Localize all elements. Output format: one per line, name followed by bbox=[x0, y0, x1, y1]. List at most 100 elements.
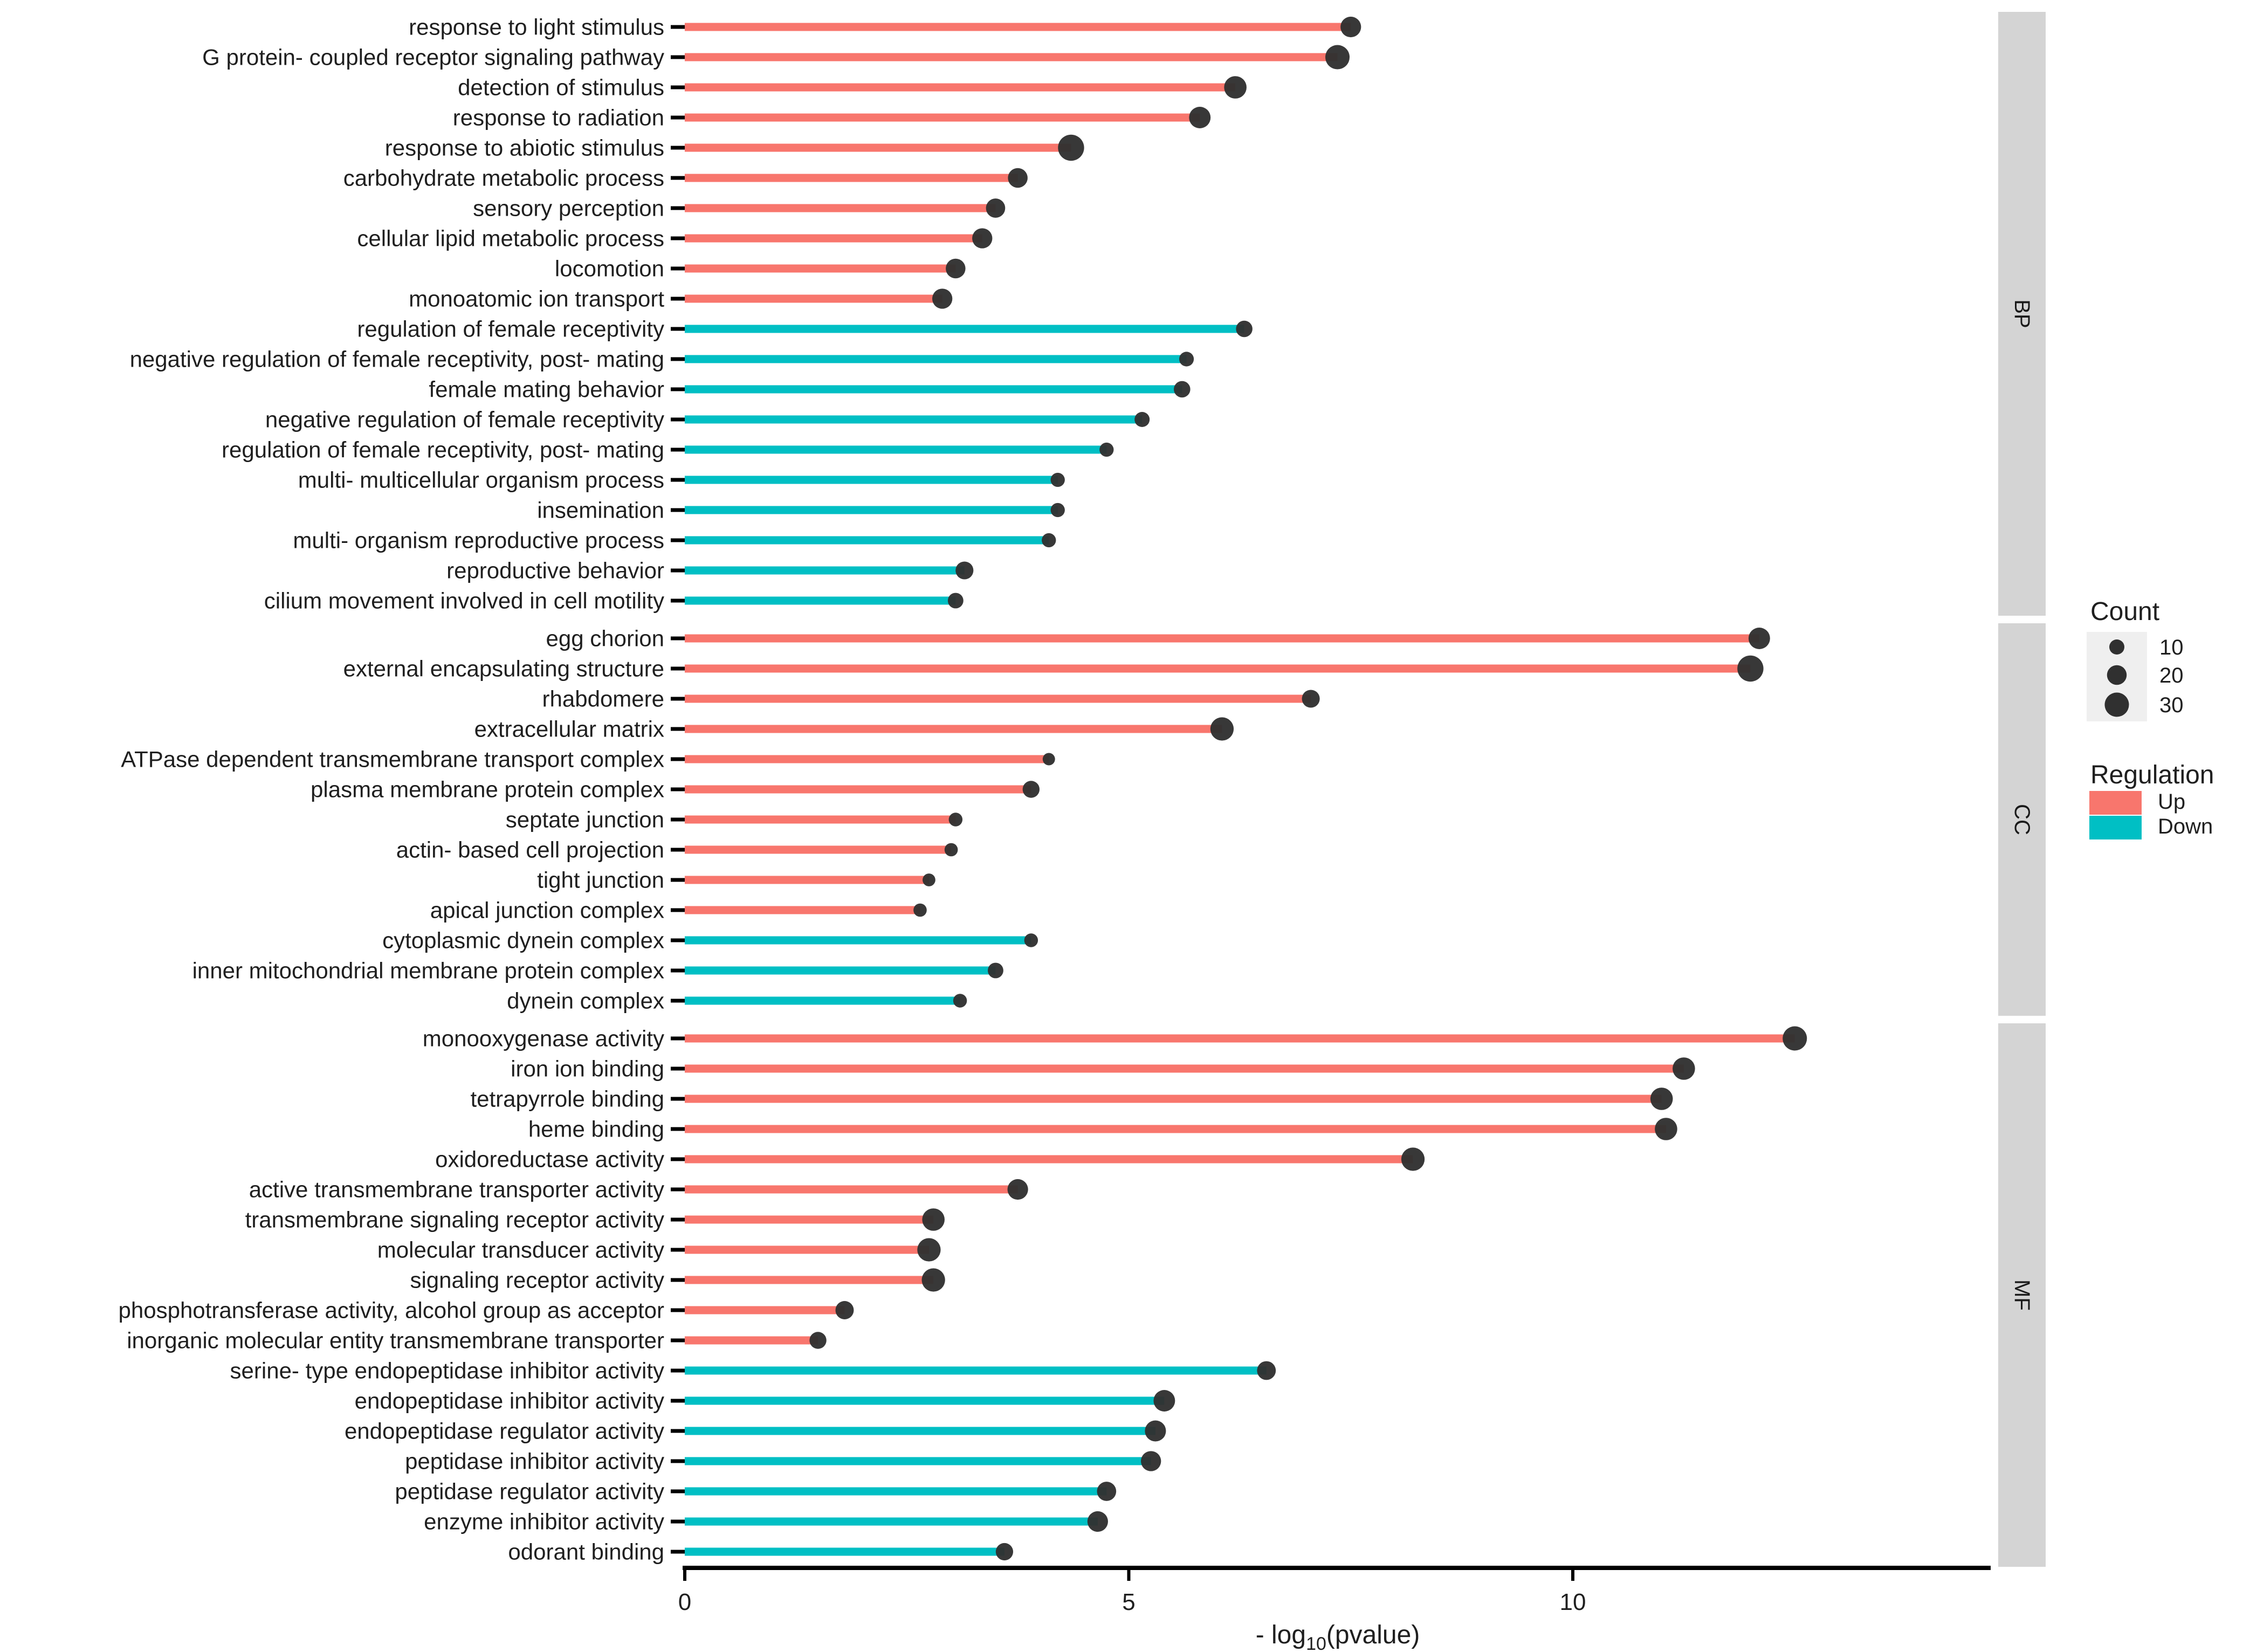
lollipop-stick bbox=[685, 966, 996, 975]
lollipop-dot bbox=[1174, 381, 1191, 398]
x-tick bbox=[1127, 1570, 1131, 1581]
category-label: monooxygenase activity bbox=[423, 1026, 664, 1051]
lollipop-dot bbox=[1008, 168, 1028, 188]
facet-strip-label: BP bbox=[2010, 299, 2034, 328]
category-label: signaling receptor activity bbox=[410, 1268, 664, 1293]
facet-strip-label: CC bbox=[2010, 804, 2034, 835]
lollipop-row: endopeptidase inhibitor activity bbox=[355, 1388, 1175, 1414]
lollipop-row: G protein- coupled receptor signaling pa… bbox=[202, 45, 1350, 70]
lollipop-stick bbox=[685, 174, 1018, 182]
lollipop-row: transmembrane signaling receptor activit… bbox=[245, 1207, 945, 1233]
lollipop-row: active transmembrane transporter activit… bbox=[249, 1177, 1028, 1202]
lollipop-dot bbox=[955, 561, 974, 580]
lollipop-row: monoatomic ion transport bbox=[409, 286, 953, 312]
category-label: insemination bbox=[537, 498, 664, 523]
lollipop-row: iron ion binding bbox=[511, 1056, 1695, 1082]
y-tick bbox=[671, 25, 685, 29]
lollipop-row: serine- type endopeptidase inhibitor act… bbox=[230, 1358, 1276, 1383]
category-label: ATPase dependent transmembrane transport… bbox=[121, 747, 664, 772]
lollipop-dot bbox=[1050, 503, 1065, 518]
legend-swatch-down bbox=[2089, 816, 2142, 839]
y-tick bbox=[671, 146, 685, 150]
category-label: reproductive behavior bbox=[446, 558, 664, 583]
y-tick bbox=[671, 1097, 685, 1101]
category-label: locomotion bbox=[555, 256, 664, 281]
category-label: inorganic molecular entity transmembrane… bbox=[127, 1328, 664, 1353]
lollipop-dot bbox=[913, 903, 927, 917]
lollipop-stick bbox=[685, 294, 942, 303]
lollipop-dot bbox=[1099, 442, 1114, 457]
lollipop-dot bbox=[1340, 16, 1361, 38]
lollipop-stick bbox=[685, 1547, 1004, 1556]
lollipop-row: regulation of female receptivity bbox=[357, 316, 1253, 342]
category-label: apical junction complex bbox=[430, 898, 664, 923]
lollipop-dot bbox=[986, 198, 1006, 218]
lollipop-stick bbox=[685, 113, 1200, 122]
legend-regulation-title: Regulation bbox=[2090, 761, 2214, 789]
category-label: negative regulation of female receptivit… bbox=[130, 347, 664, 372]
lollipop-row: apical junction complex bbox=[430, 898, 927, 923]
category-label: extracellular matrix bbox=[474, 717, 664, 742]
lollipop-row: external encapsulating structure bbox=[343, 655, 1764, 682]
lollipop-dot bbox=[1024, 933, 1038, 947]
category-label: negative regulation of female receptivit… bbox=[265, 407, 664, 432]
lollipop-stick bbox=[685, 694, 1311, 703]
facet-strip-label: MF bbox=[2010, 1279, 2034, 1311]
lollipop-stick bbox=[685, 1125, 1666, 1133]
lollipop-dot bbox=[1737, 655, 1764, 682]
lollipop-dot bbox=[932, 288, 953, 309]
category-label: iron ion binding bbox=[511, 1056, 664, 1082]
panels-layer: response to light stimulus G protein- cou… bbox=[119, 15, 1807, 1565]
lollipop-stick bbox=[685, 476, 1058, 484]
lollipop-row: multi- organism reproductive process bbox=[293, 528, 1056, 553]
y-tick bbox=[671, 697, 685, 701]
lollipop-dot bbox=[1257, 1361, 1276, 1380]
lollipop-stick bbox=[685, 936, 1031, 945]
lollipop-stick bbox=[685, 906, 920, 914]
y-tick bbox=[671, 1127, 685, 1131]
lollipop-stick bbox=[685, 1427, 1155, 1435]
lollipop-row: negative regulation of female receptivit… bbox=[130, 347, 1194, 372]
y-tick bbox=[671, 448, 685, 452]
y-tick bbox=[671, 417, 685, 422]
y-tick bbox=[671, 297, 685, 301]
lollipop-dot bbox=[1325, 45, 1350, 70]
lollipop-dot bbox=[944, 843, 958, 857]
lollipop-stick bbox=[685, 1457, 1151, 1465]
lollipop-stick bbox=[685, 1034, 1795, 1043]
lollipop-dot bbox=[1087, 1511, 1108, 1532]
y-tick bbox=[671, 908, 685, 912]
category-label: endopeptidase regulator activity bbox=[345, 1419, 664, 1444]
y-tick bbox=[671, 1187, 685, 1192]
category-label: female mating behavior bbox=[429, 377, 664, 402]
category-label: enzyme inhibitor activity bbox=[424, 1509, 664, 1534]
lollipop-dot bbox=[1179, 352, 1194, 367]
lollipop-stick bbox=[685, 1095, 1662, 1103]
y-tick bbox=[671, 999, 685, 1003]
lollipop-stick bbox=[685, 325, 1244, 333]
category-label: actin- based cell projection bbox=[396, 837, 664, 863]
y-tick bbox=[671, 236, 685, 240]
y-tick bbox=[671, 666, 685, 671]
y-tick bbox=[671, 538, 685, 542]
lollipop-row: regulation of female receptivity, post- … bbox=[222, 437, 1114, 463]
lollipop-row: molecular transducer activity bbox=[377, 1237, 941, 1263]
y-tick bbox=[671, 1217, 685, 1222]
facet-strip bbox=[1998, 623, 2046, 1016]
lollipop-row: sensory perception bbox=[473, 196, 1006, 221]
lollipop-row: insemination bbox=[537, 498, 1065, 523]
lollipop-dot bbox=[988, 962, 1003, 979]
lollipop-stick bbox=[685, 415, 1143, 424]
lollipop-stick bbox=[685, 143, 1071, 152]
lollipop-row: multi- multicellular organism process bbox=[298, 467, 1065, 493]
y-tick bbox=[671, 968, 685, 973]
category-label: G protein- coupled receptor signaling pa… bbox=[202, 45, 664, 70]
category-label: monoatomic ion transport bbox=[409, 286, 664, 312]
lollipop-row: odorant binding bbox=[508, 1539, 1014, 1565]
lollipop-dot bbox=[921, 1268, 945, 1292]
lollipop-dot bbox=[922, 1208, 945, 1231]
lollipop-row: peptidase inhibitor activity bbox=[405, 1449, 1161, 1474]
lollipop-dot bbox=[1058, 134, 1084, 161]
category-label: cellular lipid metabolic process bbox=[357, 226, 664, 251]
lollipop-row: dynein complex bbox=[507, 988, 967, 1014]
